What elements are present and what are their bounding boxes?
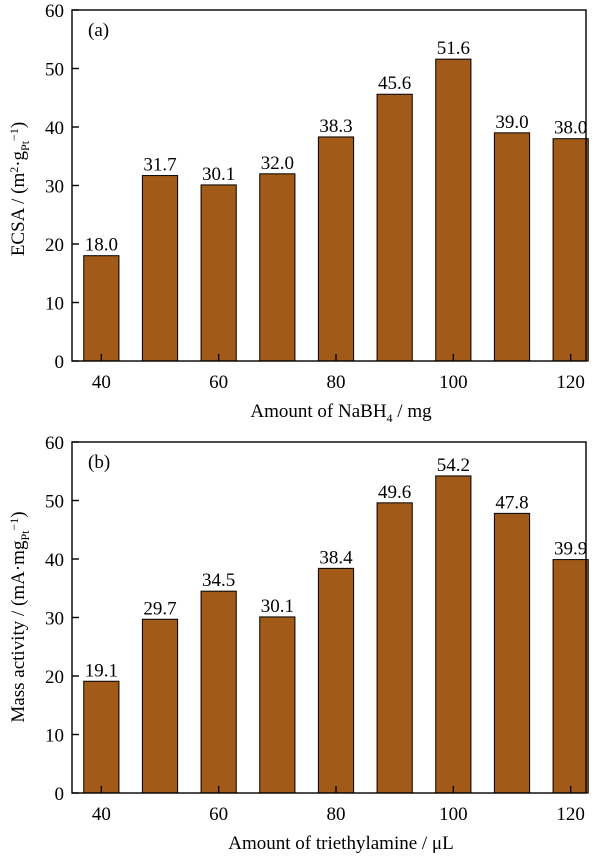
y-tick-label: 50 xyxy=(45,60,64,81)
x-tick-label: 120 xyxy=(556,804,585,825)
y-tick-label: 40 xyxy=(45,550,64,571)
y-tick-label: 60 xyxy=(45,1,64,22)
data-label-60: 34.5 xyxy=(202,570,235,591)
panel-label: (a) xyxy=(88,20,109,41)
panel-label: (b) xyxy=(88,452,110,473)
y-tick-label: 20 xyxy=(45,235,64,256)
bar-100 xyxy=(435,58,472,362)
bar-50 xyxy=(141,175,179,362)
y-tick-label: 20 xyxy=(45,667,64,688)
x-tick-label: 80 xyxy=(327,804,346,825)
bar-110 xyxy=(493,512,531,794)
bar-70 xyxy=(259,616,296,794)
bar-80 xyxy=(317,567,355,794)
data-label-80: 38.4 xyxy=(319,547,353,568)
data-label-80: 38.3 xyxy=(319,116,352,137)
data-label-70: 32.0 xyxy=(261,153,294,174)
y-tick-label: 0 xyxy=(55,784,65,805)
y-tick-label: 30 xyxy=(45,609,64,630)
data-label-120: 38.0 xyxy=(554,118,587,139)
y-tick-label: 10 xyxy=(45,294,64,315)
x-tick-label: 40 xyxy=(92,804,111,825)
x-tick-label: 60 xyxy=(209,372,228,393)
bar-60 xyxy=(200,590,237,794)
bar-40 xyxy=(83,255,120,362)
bar-70 xyxy=(259,173,296,362)
bar-120 xyxy=(552,559,589,794)
data-label-60: 30.1 xyxy=(202,164,235,185)
chart-panel-a: ECSA / (m2·gPt−1) Amount of NaBH4 / mg 1… xyxy=(7,1,589,425)
x-tick-label: 60 xyxy=(209,804,228,825)
x-tick-label: 120 xyxy=(556,372,585,393)
bar-110 xyxy=(493,132,531,362)
bar-120 xyxy=(552,138,589,362)
bar-40 xyxy=(83,680,120,794)
x-axis-label-b: Amount of triethylamine / μL xyxy=(228,833,453,854)
y-tick-label: 30 xyxy=(45,177,64,198)
y-axis-label-a: ECSA / (m2·gPt−1) xyxy=(7,122,32,256)
data-label-100: 51.6 xyxy=(437,38,470,59)
x-tick-label: 40 xyxy=(92,372,111,393)
y-tick-label: 40 xyxy=(45,118,64,139)
x-tick-label: 100 xyxy=(439,804,468,825)
bar-90 xyxy=(376,93,413,362)
bar-90 xyxy=(376,502,413,794)
bar-60 xyxy=(200,184,237,362)
data-label-110: 47.8 xyxy=(495,492,528,513)
data-label-100: 54.2 xyxy=(437,455,470,476)
x-axis-label-a: Amount of NaBH4 / mg xyxy=(250,401,432,425)
chart-panel-b: Mass activity / (mA·mgPt−1) Amount of tr… xyxy=(7,433,589,854)
y-tick-label: 50 xyxy=(45,492,64,513)
data-label-50: 29.7 xyxy=(143,598,176,619)
bar-80 xyxy=(317,136,355,362)
bar-50 xyxy=(141,618,179,794)
data-label-70: 30.1 xyxy=(261,596,294,617)
data-label-40: 18.0 xyxy=(85,235,118,256)
data-label-90: 45.6 xyxy=(378,73,411,94)
bar-100 xyxy=(435,475,472,794)
y-axis-label-b: Mass activity / (mA·mgPt−1) xyxy=(7,511,32,722)
data-label-40: 19.1 xyxy=(85,660,118,681)
x-tick-label: 80 xyxy=(327,372,346,393)
data-label-120: 39.9 xyxy=(554,539,587,560)
x-tick-label: 100 xyxy=(439,372,468,393)
data-label-110: 39.0 xyxy=(495,112,528,133)
y-tick-label: 0 xyxy=(55,352,65,373)
data-label-50: 31.7 xyxy=(143,155,176,176)
y-tick-label: 60 xyxy=(45,433,64,454)
data-label-90: 49.6 xyxy=(378,482,411,503)
y-tick-label: 10 xyxy=(45,726,64,747)
